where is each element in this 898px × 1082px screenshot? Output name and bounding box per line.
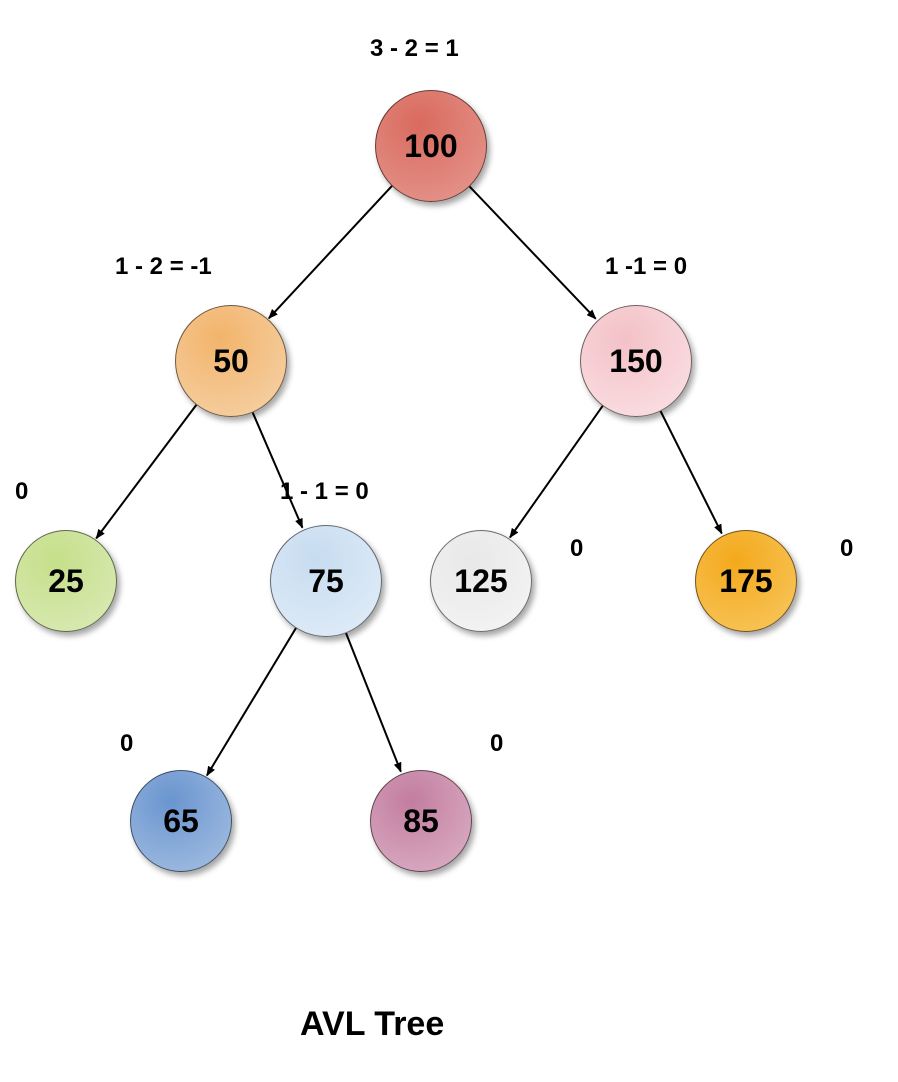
edge-n150-n175 [660,409,722,533]
edge-n100-n50 [269,185,393,318]
edge-n75-n85 [345,631,401,772]
balance-label-25: 0 [15,478,28,506]
node-150: 150 [580,305,692,417]
diagram-title: AVL Tree [300,1005,444,1044]
node-25: 25 [15,530,117,632]
balance-label-150: 1 -1 = 0 [605,253,687,281]
balance-label-100: 3 - 2 = 1 [370,35,459,63]
balance-label-65: 0 [120,730,133,758]
node-65: 65 [130,770,232,872]
balance-label-175: 0 [840,535,853,563]
node-125: 125 [430,530,532,632]
edge-n50-n75 [252,410,303,527]
node-75: 75 [270,525,382,637]
node-85: 85 [370,770,472,872]
edge-n50-n25 [96,404,197,538]
edge-n150-n125 [510,405,603,538]
balance-label-125: 0 [570,535,583,563]
avl-tree-diagram: 100 3 - 2 = 1 50 1 - 2 = -1 150 1 -1 = 0 25 0 75… [0,0,898,1082]
edge-n75-n65 [207,627,297,775]
node-175: 175 [695,530,797,632]
edge-n100-n150 [468,185,596,319]
balance-label-75: 1 - 1 = 0 [280,478,369,506]
node-100: 100 [375,90,487,202]
balance-label-85: 0 [490,730,503,758]
node-50: 50 [175,305,287,417]
balance-label-50: 1 - 2 = -1 [115,253,212,281]
